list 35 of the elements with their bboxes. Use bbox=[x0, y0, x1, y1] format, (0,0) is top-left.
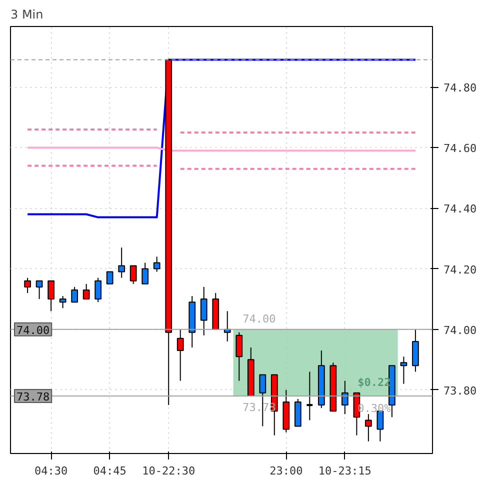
ref-line-label: 74.00 bbox=[16, 324, 50, 337]
candlestick bbox=[376, 410, 384, 442]
candlestick bbox=[48, 280, 54, 312]
y-tick-label: 73.80 bbox=[444, 384, 477, 398]
candlestick bbox=[364, 414, 372, 442]
candlestick bbox=[236, 332, 243, 382]
candlestick bbox=[142, 262, 149, 284]
y-tick-label: 74.80 bbox=[444, 82, 477, 95]
candlestick bbox=[176, 328, 184, 382]
x-tick-label: 04:45 bbox=[93, 464, 126, 478]
candlestick bbox=[153, 256, 160, 272]
y-tick-label: 74.60 bbox=[444, 142, 477, 156]
candlestick bbox=[341, 380, 348, 415]
candlestick bbox=[94, 277, 102, 303]
x-tick-label: 10-22:30 bbox=[142, 464, 196, 478]
candlestick bbox=[200, 286, 208, 336]
candlestick bbox=[36, 280, 43, 300]
candlestick bbox=[130, 265, 137, 284]
y-tick-label: 74.20 bbox=[444, 263, 477, 276]
y-tick-label: 74.00 bbox=[444, 324, 477, 337]
candlestick bbox=[106, 271, 114, 284]
annotation: 74.00 bbox=[242, 312, 276, 326]
candlestick bbox=[71, 286, 78, 303]
x-tick-label: 10-23:15 bbox=[318, 464, 372, 478]
candlestick bbox=[306, 371, 314, 421]
candlestick bbox=[118, 247, 126, 278]
y-tick-label: 74.40 bbox=[444, 202, 477, 216]
candlestick bbox=[59, 296, 66, 309]
ref-line-label: 73.78 bbox=[16, 390, 50, 404]
x-tick-label: 23:00 bbox=[270, 464, 303, 478]
candlestick bbox=[24, 277, 31, 294]
candlestick bbox=[400, 356, 408, 384]
x-tick-label: 04:30 bbox=[34, 464, 68, 478]
chart-title: 3 Min bbox=[10, 8, 44, 22]
candlestick bbox=[82, 283, 90, 300]
